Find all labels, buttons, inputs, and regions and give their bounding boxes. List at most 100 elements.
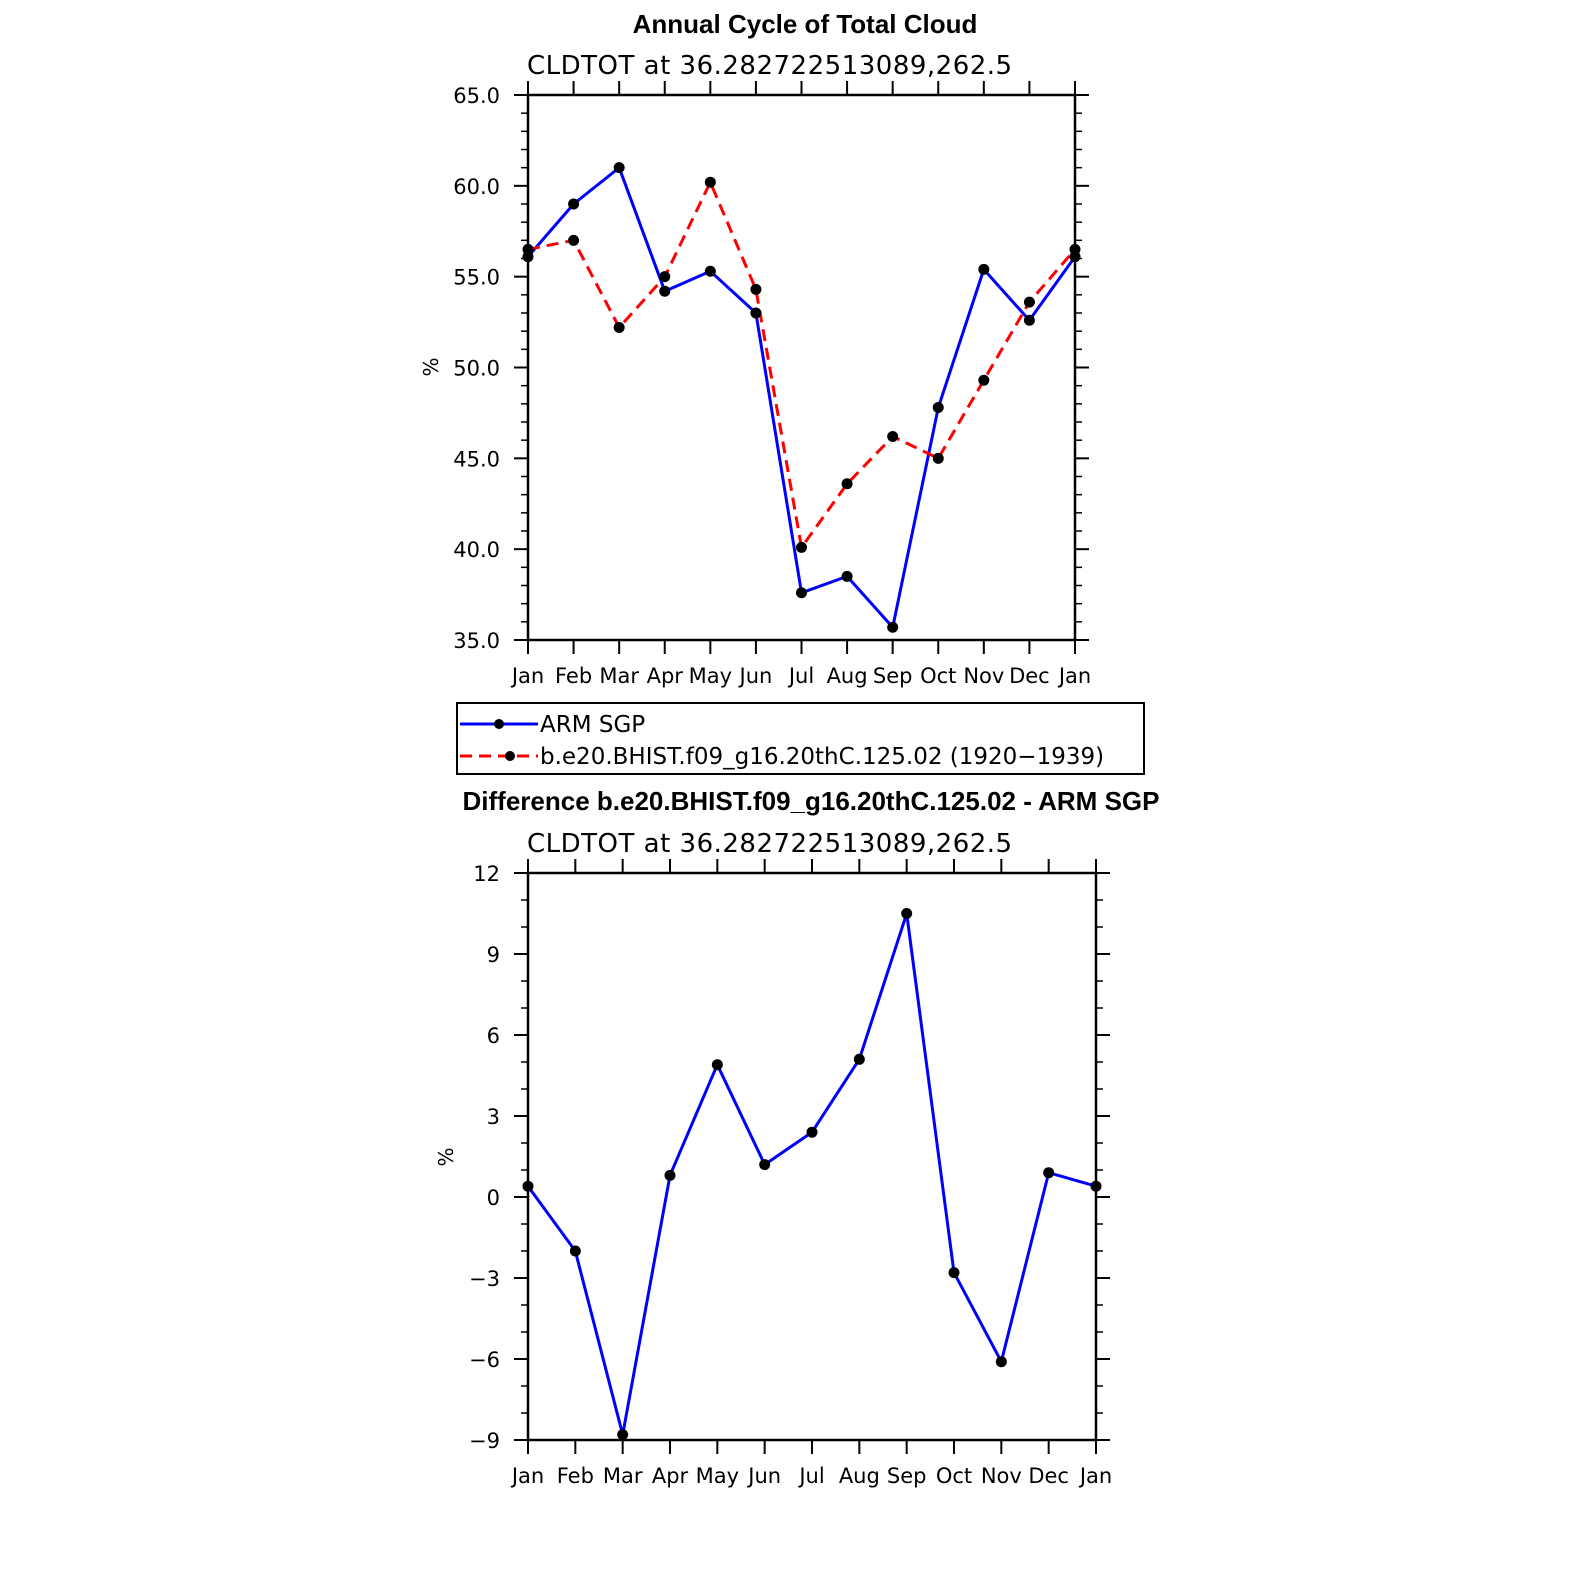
x-tick-label: Sep bbox=[887, 1464, 927, 1488]
data-point bbox=[522, 243, 534, 255]
x-tick-label: Aug bbox=[839, 1464, 880, 1488]
data-point bbox=[711, 1059, 723, 1071]
x-tick-label: Mar bbox=[603, 1464, 643, 1488]
y-tick-label: 9 bbox=[487, 943, 500, 967]
data-point bbox=[568, 234, 580, 246]
x-tick-label: Sep bbox=[873, 664, 913, 688]
series-line bbox=[526, 912, 1097, 1437]
chart-subtitle: CLDTOT at 36.282722513089,262.5 bbox=[527, 51, 1013, 81]
data-point bbox=[1023, 296, 1035, 308]
data-point bbox=[995, 1356, 1007, 1368]
y-tick-label: 3 bbox=[487, 1105, 500, 1129]
y-tick-label: 50.0 bbox=[453, 357, 500, 381]
data-point bbox=[841, 570, 853, 582]
plot-frame bbox=[526, 871, 1098, 1442]
data-point bbox=[932, 401, 944, 413]
data-point bbox=[806, 1126, 818, 1138]
y-tick-label: −9 bbox=[469, 1429, 500, 1453]
data-point bbox=[613, 322, 625, 334]
x-tick-label: Jan bbox=[510, 664, 544, 688]
annual-cycle-chart: Annual Cycle of Total Cloud CLDTOT at 36… bbox=[419, 9, 1145, 775]
data-point bbox=[948, 1267, 960, 1279]
data-point bbox=[978, 263, 990, 275]
data-point bbox=[750, 307, 762, 319]
chart-subtitle: CLDTOT at 36.282722513089,262.5 bbox=[527, 829, 1013, 859]
data-point bbox=[750, 283, 762, 295]
data-point bbox=[1043, 1167, 1055, 1179]
data-point bbox=[978, 374, 990, 386]
y-tick-label: −6 bbox=[469, 1348, 500, 1372]
data-point bbox=[522, 1180, 534, 1192]
x-tick-label: Oct bbox=[920, 664, 956, 688]
data-point bbox=[841, 478, 853, 490]
x-tick-label: May bbox=[689, 664, 732, 688]
x-tick-label: Aug bbox=[827, 664, 868, 688]
y-tick-label: 65.0 bbox=[453, 84, 500, 108]
x-tick-label: Jul bbox=[797, 1464, 824, 1488]
data-point bbox=[1090, 1180, 1102, 1192]
x-tick-label: Feb bbox=[557, 1464, 594, 1488]
x-tick-label: May bbox=[696, 1464, 739, 1488]
legend-marker-arm bbox=[494, 719, 504, 729]
data-point bbox=[887, 431, 899, 443]
data-point bbox=[887, 621, 899, 633]
x-tick-label: Oct bbox=[936, 1464, 972, 1488]
x-tick-label: Nov bbox=[981, 1464, 1022, 1488]
x-tick-label: Apr bbox=[652, 1464, 689, 1488]
data-point bbox=[664, 1169, 676, 1181]
data-point bbox=[613, 162, 625, 174]
x-tick-label: Jan bbox=[1057, 664, 1091, 688]
x-tick-label: Jun bbox=[738, 664, 773, 688]
x-tick-label: Dec bbox=[1009, 664, 1050, 688]
y-tick-label: 60.0 bbox=[453, 175, 500, 199]
data-point bbox=[568, 198, 580, 210]
chart-title: Difference b.e20.BHIST.f09_g16.20thC.125… bbox=[463, 786, 1160, 816]
x-tick-label: Apr bbox=[647, 664, 684, 688]
data-point bbox=[853, 1053, 865, 1065]
data-point bbox=[617, 1429, 629, 1441]
chart-title: Annual Cycle of Total Cloud bbox=[633, 9, 978, 39]
legend-label-model: b.e20.BHIST.f09_g16.20thC.125.02 (1920−1… bbox=[540, 744, 1104, 770]
y-axis-label: % bbox=[419, 357, 443, 376]
data-point bbox=[1023, 314, 1035, 326]
data-point bbox=[704, 176, 716, 188]
data-point bbox=[704, 265, 716, 277]
plot-series bbox=[522, 908, 1102, 1441]
data-point bbox=[796, 587, 807, 599]
x-tick-label: Nov bbox=[963, 664, 1004, 688]
y-tick-label: 0 bbox=[487, 1186, 500, 1210]
x-tick-label: Jul bbox=[787, 664, 814, 688]
y-tick-label: 40.0 bbox=[453, 538, 500, 562]
data-point bbox=[659, 271, 671, 283]
y-tick-label: 12 bbox=[473, 862, 500, 886]
data-point bbox=[659, 285, 671, 297]
plot-axes: 35.0 40.0 45.0 50.0 55.0 60.0 65.0 Jan Feb Mar Apr… bbox=[453, 81, 1091, 688]
legend-marker-model bbox=[505, 751, 515, 761]
y-tick-label: 6 bbox=[487, 1024, 500, 1048]
x-tick-label: Jun bbox=[746, 1464, 781, 1488]
x-tick-label: Dec bbox=[1028, 1464, 1069, 1488]
legend: ARM SGP b.e20.BHIST.f09_g16.20thC.125.02… bbox=[456, 702, 1145, 775]
data-point bbox=[569, 1245, 581, 1257]
legend-box bbox=[456, 702, 1145, 775]
data-point bbox=[796, 541, 807, 553]
y-tick-label: 35.0 bbox=[453, 629, 500, 653]
plot-series bbox=[522, 162, 1081, 633]
y-tick-label: 45.0 bbox=[453, 447, 500, 471]
plot-axes: −9 −6 −3 0 3 6 9 12 Jan Feb Mar Apr May Jun Jul Aug Sep O… bbox=[469, 859, 1112, 1488]
y-tick-label: −3 bbox=[469, 1267, 500, 1291]
y-tick-label: 55.0 bbox=[453, 266, 500, 290]
difference-chart: Difference b.e20.BHIST.f09_g16.20thC.125… bbox=[434, 786, 1159, 1488]
series-line bbox=[527, 180, 1077, 549]
x-tick-label: Jan bbox=[510, 1464, 544, 1488]
data-point bbox=[759, 1159, 771, 1171]
x-tick-label: Feb bbox=[555, 664, 592, 688]
x-tick-label: Mar bbox=[599, 664, 639, 688]
series-line bbox=[526, 166, 1077, 629]
legend-label-arm: ARM SGP bbox=[540, 712, 645, 738]
x-tick-label: Jan bbox=[1078, 1464, 1112, 1488]
data-point bbox=[932, 452, 944, 464]
y-axis-label: % bbox=[434, 1147, 458, 1166]
data-point bbox=[901, 908, 913, 919]
